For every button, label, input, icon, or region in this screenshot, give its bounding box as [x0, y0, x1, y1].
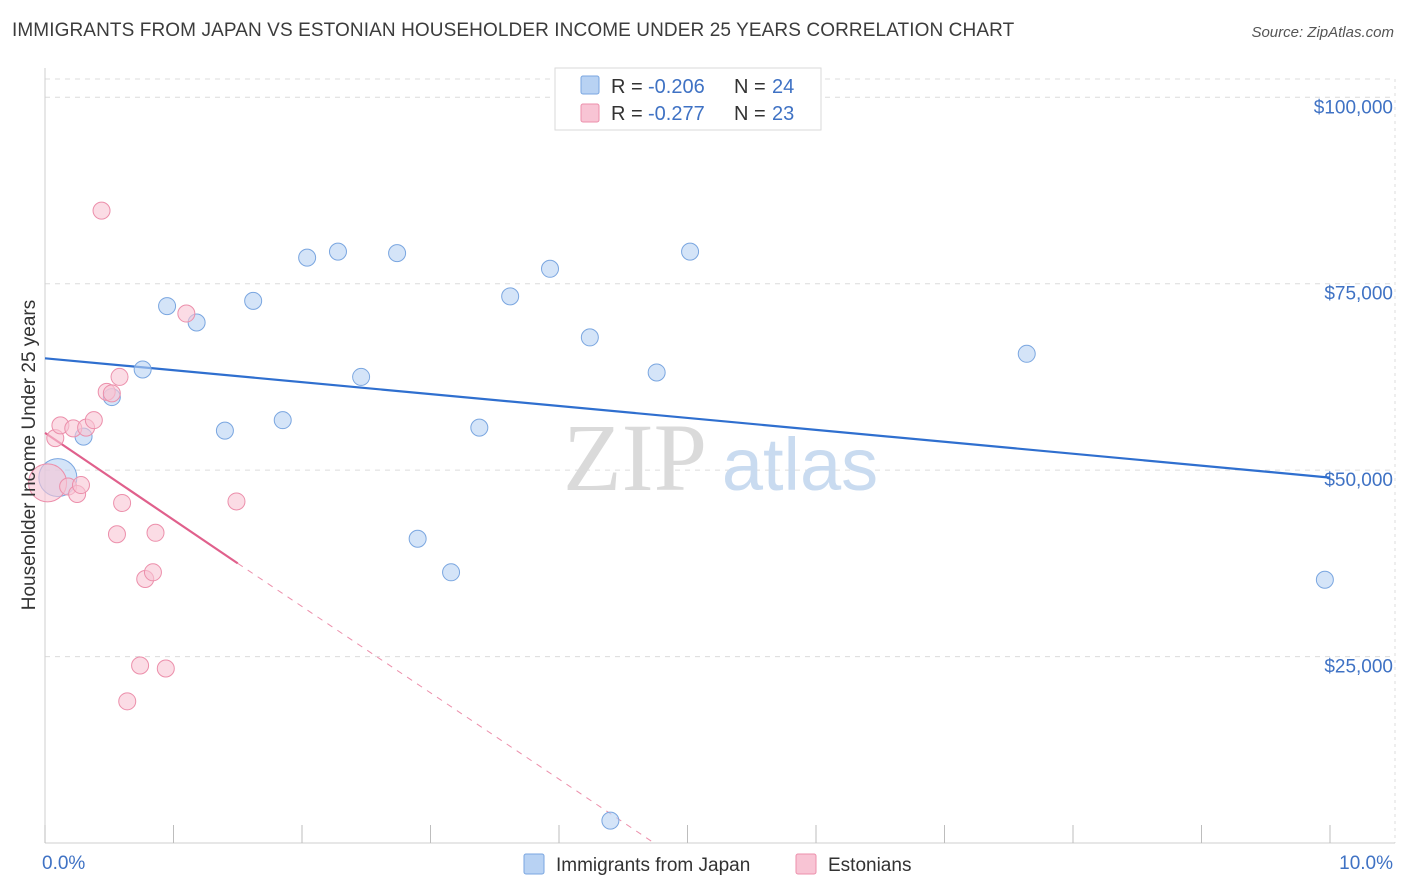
point-japan: [328, 242, 347, 261]
x-tick-label-min: 0.0%: [42, 853, 85, 874]
point-estonian: [102, 384, 121, 403]
bottom-legend: Immigrants from Japan Estonians: [523, 853, 911, 876]
point-estonian: [156, 659, 175, 678]
point-estonian: [227, 492, 246, 511]
bottom-legend-label-estonian: Estonians: [828, 855, 911, 876]
legend-n-value-estonian: 23: [772, 103, 794, 125]
point-estonian: [143, 563, 162, 582]
legend-r-label-japan: R =: [611, 76, 643, 98]
legend-n-label-japan: N =: [734, 76, 766, 98]
legend-n-value-japan: 24: [772, 76, 794, 98]
y-tick-label: $50,000: [1324, 470, 1393, 491]
x-tick-label-max: 10.0%: [1339, 853, 1393, 874]
bottom-legend-label-japan: Immigrants from Japan: [556, 855, 750, 876]
trend-extension-estonian: [237, 562, 655, 844]
point-estonian: [146, 523, 165, 542]
point-japan: [408, 529, 427, 548]
point-japan: [133, 360, 152, 379]
point-japan: [1315, 570, 1334, 589]
point-japan: [352, 367, 371, 386]
point-japan: [215, 421, 234, 440]
trend-line-japan: [44, 357, 1331, 479]
point-estonian: [113, 493, 132, 512]
point-japan: [273, 411, 292, 430]
point-estonian: [84, 411, 103, 430]
watermark-zip: ZIP: [563, 404, 707, 511]
legend-n-label-estonian: N =: [734, 103, 766, 125]
point-estonian: [118, 692, 137, 711]
point-japan: [298, 248, 317, 267]
grid-layer: [45, 78, 1396, 843]
point-japan: [1017, 344, 1036, 363]
point-japan: [501, 287, 520, 306]
legend-swatch-estonian: [580, 103, 600, 123]
bottom-legend-swatch-japan: [523, 853, 545, 875]
point-estonian: [71, 476, 90, 495]
point-estonian: [131, 656, 150, 675]
point-estonian: [177, 304, 196, 323]
point-japan: [442, 563, 461, 582]
y-tick-label: $75,000: [1324, 284, 1393, 305]
point-japan: [681, 242, 700, 261]
y-tick-label: $100,000: [1314, 97, 1393, 118]
trend-line-estonian: [44, 431, 239, 565]
y-tick-label: $25,000: [1324, 657, 1393, 678]
y-axis-title: Householder Income Under 25 years: [19, 300, 40, 611]
point-japan: [647, 363, 666, 382]
point-japan: [388, 244, 407, 263]
point-japan: [244, 291, 263, 310]
point-japan: [158, 297, 177, 316]
watermark: ZIP atlas: [563, 404, 878, 511]
point-japan: [541, 259, 560, 278]
bottom-legend-swatch-estonian: [795, 853, 817, 875]
point-japan: [601, 811, 620, 830]
top-legend: R = -0.206 N = 24 R = -0.277 N = 23: [554, 67, 822, 131]
watermark-atlas: atlas: [722, 423, 878, 506]
chart-title: IMMIGRANTS FROM JAPAN VS ESTONIAN HOUSEH…: [12, 20, 1015, 41]
point-japan: [470, 418, 489, 437]
point-estonian: [107, 525, 126, 544]
trend-layer: [44, 357, 1331, 844]
axis-layer: $25,000 $50,000 $75,000 $100,000 0.0% 10.0%: [42, 68, 1395, 874]
point-japan: [580, 328, 599, 347]
legend-r-value-estonian: -0.277: [648, 103, 705, 125]
chart-source: Source: ZipAtlas.com: [1251, 24, 1394, 41]
point-estonian: [110, 367, 129, 386]
point-estonian: [92, 201, 111, 220]
legend-swatch-japan: [580, 75, 600, 95]
points-layer: [28, 201, 1334, 830]
legend-r-label-estonian: R =: [611, 103, 643, 125]
legend-r-value-japan: -0.206: [648, 76, 705, 98]
